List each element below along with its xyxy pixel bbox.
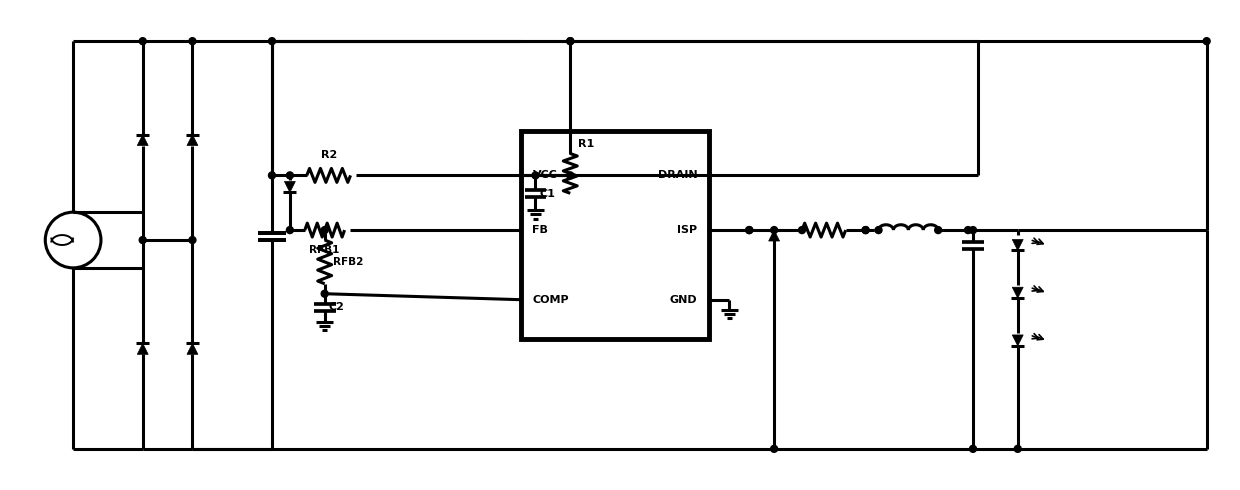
Text: ISP: ISP: [677, 225, 698, 235]
Polygon shape: [187, 343, 198, 354]
Text: DRAIN: DRAIN: [658, 171, 698, 180]
Text: C2: C2: [329, 302, 345, 312]
Circle shape: [321, 226, 329, 234]
Polygon shape: [138, 343, 149, 354]
Text: R2: R2: [320, 150, 337, 161]
Circle shape: [321, 290, 329, 297]
Circle shape: [188, 38, 196, 45]
Circle shape: [745, 226, 753, 234]
Circle shape: [532, 172, 539, 179]
Polygon shape: [1012, 335, 1023, 346]
Circle shape: [269, 172, 275, 179]
Circle shape: [139, 237, 146, 244]
Text: COMP: COMP: [532, 294, 569, 305]
Circle shape: [567, 172, 574, 179]
Circle shape: [862, 226, 869, 234]
Text: VCC: VCC: [532, 171, 557, 180]
Text: RFB2: RFB2: [332, 257, 363, 267]
Text: GND: GND: [670, 294, 698, 305]
Circle shape: [770, 226, 777, 234]
Bar: [521, 131, 709, 340]
Polygon shape: [138, 135, 149, 146]
Circle shape: [286, 172, 294, 179]
Polygon shape: [1012, 240, 1023, 250]
Circle shape: [770, 445, 777, 452]
Circle shape: [799, 226, 806, 234]
Circle shape: [567, 38, 574, 45]
Circle shape: [970, 226, 976, 234]
Text: C1: C1: [539, 189, 556, 199]
Circle shape: [862, 226, 869, 234]
Circle shape: [188, 237, 196, 244]
Circle shape: [286, 226, 294, 234]
Circle shape: [935, 226, 941, 234]
Text: R1: R1: [578, 139, 594, 148]
Circle shape: [875, 226, 882, 234]
Polygon shape: [769, 230, 780, 241]
Circle shape: [1203, 38, 1210, 45]
Circle shape: [1014, 445, 1022, 452]
Circle shape: [139, 38, 146, 45]
Circle shape: [965, 226, 971, 234]
Polygon shape: [1012, 287, 1023, 298]
Text: RFB1: RFB1: [310, 245, 340, 255]
Circle shape: [269, 38, 275, 45]
Text: FB: FB: [532, 225, 548, 235]
Polygon shape: [284, 181, 295, 193]
Polygon shape: [187, 135, 198, 146]
Circle shape: [970, 445, 976, 452]
Circle shape: [745, 226, 753, 234]
Circle shape: [567, 38, 574, 45]
